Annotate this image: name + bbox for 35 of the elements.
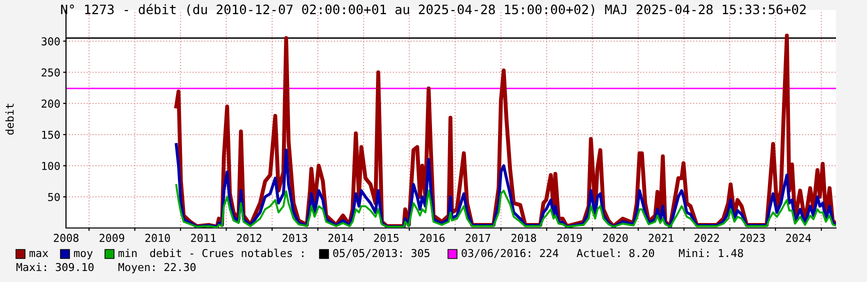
y-axis-title: debit [5,104,14,135]
y-tick-label: 150 [42,130,60,139]
y-tick-label: 100 [42,162,60,170]
x-tick-label: 2023 [740,234,765,242]
legend-label: 03/06/2016: 224 [462,248,558,258]
x-tick-label: 2009 [100,234,124,242]
legend-label: min [118,248,137,258]
x-tick-label: 2020 [603,234,628,242]
x-tick-label: 2011 [191,234,216,242]
x-tick-label: 2012 [236,234,262,242]
x-tick-label: 2013 [282,234,308,242]
text: Mini: 1.48 [678,248,744,258]
text: Maxi: 309.10 [16,262,94,272]
legend-label: max [30,250,48,258]
x-tick-label: 2019 [557,234,582,242]
x-tick-label: 2017 [466,234,490,242]
text: debit - Crues notables : [150,248,304,258]
text: Actuel: 8.20 [576,248,654,258]
x-tick-label: 2024 [786,234,811,242]
x-tick-label: 2008 [54,234,78,242]
y-tick-label: 250 [42,68,60,77]
x-tick-label: 2021 [648,234,674,242]
y-tick-label: 300 [42,37,60,46]
x-tick-label: 2010 [145,234,170,242]
legend-label: 05/05/2013: 305 [333,248,430,258]
y-tick-label: 50 [48,192,60,202]
x-tick-label: 2022 [694,234,719,242]
line-series [175,184,836,228]
y-tick-label: 200 [42,100,60,108]
legend-label: moy [74,250,93,260]
text: Moyen: 22.30 [118,262,196,274]
x-tick-label: 2015 [374,234,399,242]
x-tick-label: 2014 [328,234,354,242]
x-tick-label: 2016 [420,234,445,242]
x-tick-label: 2018 [512,234,536,242]
